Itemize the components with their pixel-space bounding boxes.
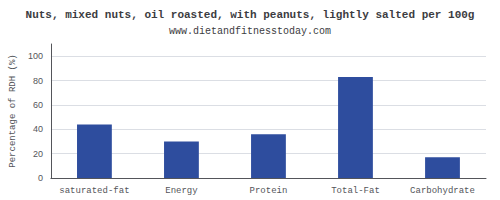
svg-text:100: 100 bbox=[28, 51, 43, 61]
svg-text:www.dietandfitnesstoday.com: www.dietandfitnesstoday.com bbox=[169, 26, 331, 37]
svg-text:0: 0 bbox=[38, 173, 43, 183]
svg-text:80: 80 bbox=[33, 76, 43, 86]
svg-text:Total-Fat: Total-Fat bbox=[331, 186, 380, 196]
svg-text:Protein: Protein bbox=[250, 186, 288, 196]
svg-text:20: 20 bbox=[33, 149, 43, 159]
svg-text:Nuts, mixed nuts, oil roasted,: Nuts, mixed nuts, oil roasted, with pean… bbox=[26, 9, 475, 21]
svg-text:saturated-fat: saturated-fat bbox=[59, 186, 129, 196]
svg-text:Carbohydrate: Carbohydrate bbox=[410, 186, 475, 196]
svg-text:60: 60 bbox=[33, 100, 43, 110]
svg-text:Percentage of RDH (%): Percentage of RDH (%) bbox=[8, 54, 18, 167]
svg-text:Energy: Energy bbox=[165, 186, 198, 196]
svg-text:40: 40 bbox=[33, 124, 43, 134]
